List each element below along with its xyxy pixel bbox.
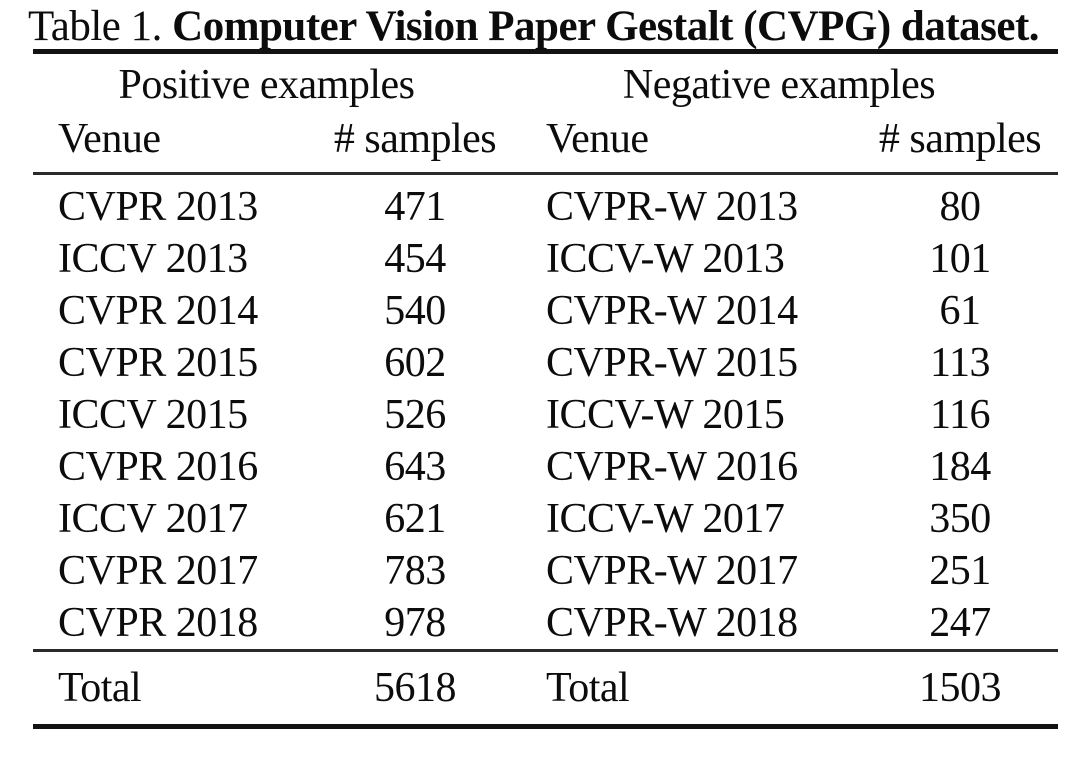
venue-cell-positive: ICCV 2015 bbox=[58, 392, 248, 438]
table-row: ICCV 2015 526 ICCV-W 2015 116 bbox=[33, 389, 1058, 441]
column-header-samples-positive: # samples bbox=[333, 116, 497, 162]
samples-cell-positive: 602 bbox=[384, 340, 446, 386]
venue-cell-negative: CVPR-W 2017 bbox=[546, 548, 798, 594]
column-header-samples-negative: # samples bbox=[878, 116, 1042, 162]
samples-cell-negative: 251 bbox=[929, 548, 991, 594]
caption-title-text: Computer Vision Paper Gestalt (CVPG) dat… bbox=[172, 3, 1040, 50]
venue-cell-negative: CVPR-W 2015 bbox=[546, 340, 798, 386]
samples-cell-positive: 978 bbox=[384, 600, 446, 646]
samples-cell-positive: 454 bbox=[384, 236, 446, 282]
column-header-venue-positive: Venue bbox=[58, 116, 161, 162]
total-row: Total 5618 Total 1503 bbox=[33, 652, 1058, 724]
group-header-negative: Negative examples bbox=[622, 62, 936, 108]
samples-cell-positive: 621 bbox=[384, 496, 446, 542]
caption-prefix: Table 1. bbox=[28, 3, 162, 50]
samples-cell-positive: 643 bbox=[384, 444, 446, 490]
table-row: CVPR 2017 783 CVPR-W 2017 251 bbox=[33, 545, 1058, 597]
venue-cell-positive: ICCV 2017 bbox=[58, 496, 248, 542]
header-rule bbox=[33, 172, 1058, 175]
table-row: ICCV 2017 621 ICCV-W 2017 350 bbox=[33, 493, 1058, 545]
top-rule bbox=[33, 49, 1058, 54]
venue-cell-negative: CVPR-W 2016 bbox=[546, 444, 798, 490]
samples-cell-negative: 113 bbox=[930, 340, 990, 386]
samples-cell-positive: 783 bbox=[384, 548, 446, 594]
total-label-negative: Total bbox=[546, 665, 630, 711]
venue-cell-negative: ICCV-W 2017 bbox=[546, 496, 785, 542]
samples-cell-negative: 80 bbox=[939, 184, 982, 230]
group-header-row: Positive examples Negative examples bbox=[33, 58, 1058, 112]
total-value-negative: 1503 bbox=[919, 665, 1002, 711]
samples-cell-negative: 247 bbox=[929, 600, 991, 646]
samples-cell-positive: 540 bbox=[384, 288, 446, 334]
venue-cell-positive: CVPR 2013 bbox=[58, 184, 258, 230]
samples-cell-negative: 184 bbox=[929, 444, 991, 490]
samples-cell-positive: 526 bbox=[384, 392, 446, 438]
venue-cell-positive: CVPR 2018 bbox=[58, 600, 258, 646]
group-header-positive: Positive examples bbox=[118, 62, 415, 108]
venue-cell-positive: CVPR 2014 bbox=[58, 288, 258, 334]
total-label-positive: Total bbox=[58, 665, 142, 711]
column-header-venue-negative: Venue bbox=[546, 116, 649, 162]
table-row: CVPR 2013 471 CVPR-W 2013 80 bbox=[33, 181, 1058, 233]
total-value-positive: 5618 bbox=[374, 665, 457, 711]
venue-cell-positive: CVPR 2016 bbox=[58, 444, 258, 490]
samples-cell-negative: 61 bbox=[939, 288, 982, 334]
venue-cell-negative: ICCV-W 2015 bbox=[546, 392, 785, 438]
samples-cell-positive: 471 bbox=[384, 184, 446, 230]
table-row: CVPR 2018 978 CVPR-W 2018 247 bbox=[33, 597, 1058, 649]
samples-cell-negative: 101 bbox=[929, 236, 991, 282]
column-header-row: Venue # samples Venue # samples bbox=[33, 112, 1058, 166]
bottom-rule bbox=[33, 724, 1058, 729]
samples-cell-negative: 116 bbox=[930, 392, 990, 438]
table-row: CVPR 2014 540 CVPR-W 2014 61 bbox=[33, 285, 1058, 337]
venue-cell-positive: ICCV 2013 bbox=[58, 236, 248, 282]
total-rule bbox=[33, 649, 1058, 652]
samples-cell-negative: 350 bbox=[929, 496, 991, 542]
table-row: CVPR 2016 643 CVPR-W 2016 184 bbox=[33, 441, 1058, 493]
caption-title: Computer Vision Paper Gestalt (CVPG) dat… bbox=[172, 3, 1039, 50]
venue-cell-positive: CVPR 2017 bbox=[58, 548, 258, 594]
venue-cell-positive: CVPR 2015 bbox=[58, 340, 258, 386]
venue-cell-negative: ICCV-W 2013 bbox=[546, 236, 785, 282]
venue-cell-negative: CVPR-W 2018 bbox=[546, 600, 798, 646]
table-row: CVPR 2015 602 CVPR-W 2015 113 bbox=[33, 337, 1058, 389]
table-caption: Table 1. Computer Vision Paper Gestalt (… bbox=[28, 5, 1078, 49]
table-body: CVPR 2013 471 CVPR-W 2013 80 ICCV 2013 454 ICC… bbox=[0, 181, 1078, 649]
venue-cell-negative: CVPR-W 2014 bbox=[546, 288, 798, 334]
venue-cell-negative: CVPR-W 2013 bbox=[546, 184, 798, 230]
table-row: ICCV 2013 454 ICCV-W 2013 101 bbox=[33, 233, 1058, 285]
